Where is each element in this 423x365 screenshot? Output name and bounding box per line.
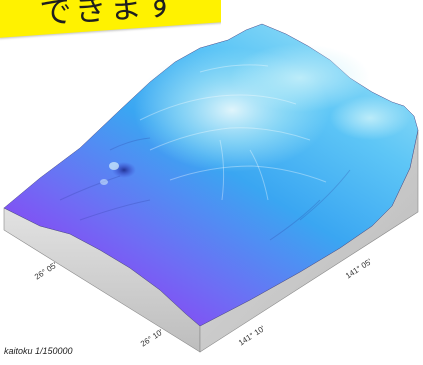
right-slope-highlight (330, 96, 410, 140)
relief-shadow-lines (59, 137, 351, 241)
map-caption: kaitoku 1/150000 (4, 346, 73, 356)
crater-rim-highlight (109, 162, 119, 170)
title-banner: できます (0, 0, 221, 44)
crater-rim-highlight (100, 179, 108, 185)
ridge-highlight (230, 44, 370, 112)
relief-texture (139, 64, 327, 201)
banner-text: できます (38, 0, 181, 32)
